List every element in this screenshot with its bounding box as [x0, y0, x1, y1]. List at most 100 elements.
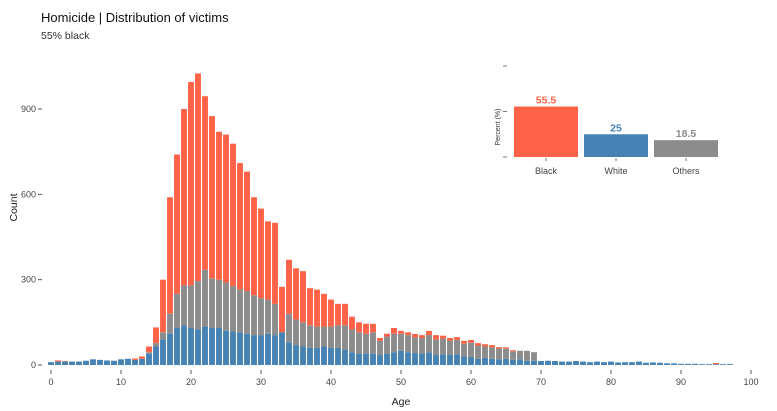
inset-value-label: 55.5 [536, 94, 557, 106]
histogram-bar-others [202, 269, 208, 327]
histogram-bar-white [118, 359, 124, 365]
histogram-bar-black [265, 221, 271, 300]
histogram-bar-white [244, 333, 250, 365]
histogram-bar-others [195, 281, 201, 330]
histogram-bar-black [62, 361, 68, 362]
histogram-bar-black [209, 116, 215, 279]
histogram-bar-others [209, 278, 215, 329]
histogram-bar-white [69, 361, 75, 365]
histogram-bar-black [482, 344, 488, 347]
histogram-bar-others [181, 285, 187, 326]
inset-bar-white [584, 134, 648, 157]
histogram-bar-white [349, 352, 355, 365]
y-tick-label: 900 [21, 104, 36, 114]
histogram-bar-white [286, 342, 292, 365]
histogram-bar-others [363, 333, 369, 354]
x-axis-label: Age [392, 396, 411, 408]
x-tick-label: 20 [186, 377, 196, 387]
histogram-bar-others [300, 322, 306, 347]
histogram-bar-white [566, 361, 572, 365]
histogram-bar-black [279, 286, 285, 333]
histogram-bar-white [678, 363, 684, 365]
histogram-bar-white [202, 326, 208, 365]
histogram-bar-others [419, 337, 425, 354]
histogram-bar-white [594, 361, 600, 365]
inset-value-label: 25 [610, 122, 622, 134]
histogram-bar-black [384, 333, 390, 337]
histogram-bar-others [153, 343, 159, 347]
histogram-bar-white [664, 363, 670, 365]
histogram-bar-black [713, 363, 719, 365]
histogram-bar-white [195, 329, 201, 365]
histogram-bar-white [230, 331, 236, 365]
histogram-bar-white [629, 362, 635, 365]
x-tick-label: 40 [326, 377, 336, 387]
histogram-bars [48, 73, 733, 365]
histogram-bar-white [363, 353, 369, 365]
inset-bar-black [514, 106, 578, 157]
histogram-bar-white [62, 361, 68, 365]
histogram-bar-white [160, 339, 166, 365]
histogram-bar-black [307, 288, 313, 326]
histogram-bar-black [132, 358, 138, 360]
histogram-bar-black [370, 323, 376, 333]
histogram-bar-black [503, 347, 509, 349]
histogram-bar-white [517, 359, 523, 365]
y-tick-label: 600 [21, 189, 36, 199]
histogram-bar-white [580, 361, 586, 365]
histogram-bar-others [496, 348, 502, 360]
histogram-bar-others [391, 333, 397, 353]
histogram-bar-white [335, 347, 341, 365]
inset-bar-others [654, 140, 718, 157]
histogram-bar-black [153, 327, 159, 344]
histogram-bar-black [405, 332, 411, 336]
histogram-bar-white [293, 345, 299, 365]
histogram-bar-others [412, 337, 418, 354]
y-axis-label: Count [8, 193, 20, 221]
x-tick-label: 90 [676, 377, 686, 387]
inset-percent-chart: Percent (%) 55.5 Black 25 White 18.5 Others [492, 65, 728, 182]
histogram-bar-others [265, 299, 271, 334]
histogram-bar-others [286, 313, 292, 343]
histogram-bar-others [293, 319, 299, 346]
histogram-bar-others [447, 340, 453, 356]
x-tick-label: 60 [466, 377, 476, 387]
histogram-bar-white [342, 349, 348, 365]
histogram-bar-black [55, 360, 61, 362]
histogram-bar-black [468, 339, 474, 343]
histogram-bar-white [503, 358, 509, 365]
histogram-bar-others [258, 298, 264, 336]
histogram-bar-white [615, 362, 621, 365]
histogram-bar-others [251, 295, 257, 336]
histogram-bar-white [559, 361, 565, 365]
histogram-bar-black [496, 347, 502, 349]
histogram-bar-white [125, 358, 131, 365]
inset-y-axis-label: Percent (%) [495, 109, 502, 146]
histogram-bar-black [510, 350, 516, 352]
histogram-bar-white [706, 364, 712, 365]
histogram-bar-white [83, 360, 89, 365]
histogram-bar-others [468, 342, 474, 358]
histogram-bar-white [216, 328, 222, 365]
histogram-bar-others [335, 325, 341, 348]
histogram-bar-others [349, 329, 355, 353]
histogram-bar-white [314, 347, 320, 365]
histogram-bar-white [174, 328, 180, 365]
histogram-bar-black [391, 328, 397, 334]
histogram-bar-others [384, 336, 390, 354]
histogram-bar-white [90, 359, 96, 365]
inset-category-label: Others [672, 166, 700, 176]
histogram-bar-others [517, 350, 523, 360]
histogram-bar-white [251, 335, 257, 365]
histogram-bar-white [433, 355, 439, 365]
histogram-bar-white [426, 352, 432, 365]
histogram-bar-white [692, 363, 698, 365]
inset-category-label: White [604, 166, 627, 176]
histogram-bar-white [265, 333, 271, 365]
histogram-bar-white [272, 335, 278, 365]
histogram-bar-white [545, 360, 551, 365]
histogram-bar-black [146, 346, 152, 353]
histogram-bar-white [650, 362, 656, 365]
histogram-bar-others [167, 313, 173, 334]
histogram-bar-black [328, 299, 334, 327]
